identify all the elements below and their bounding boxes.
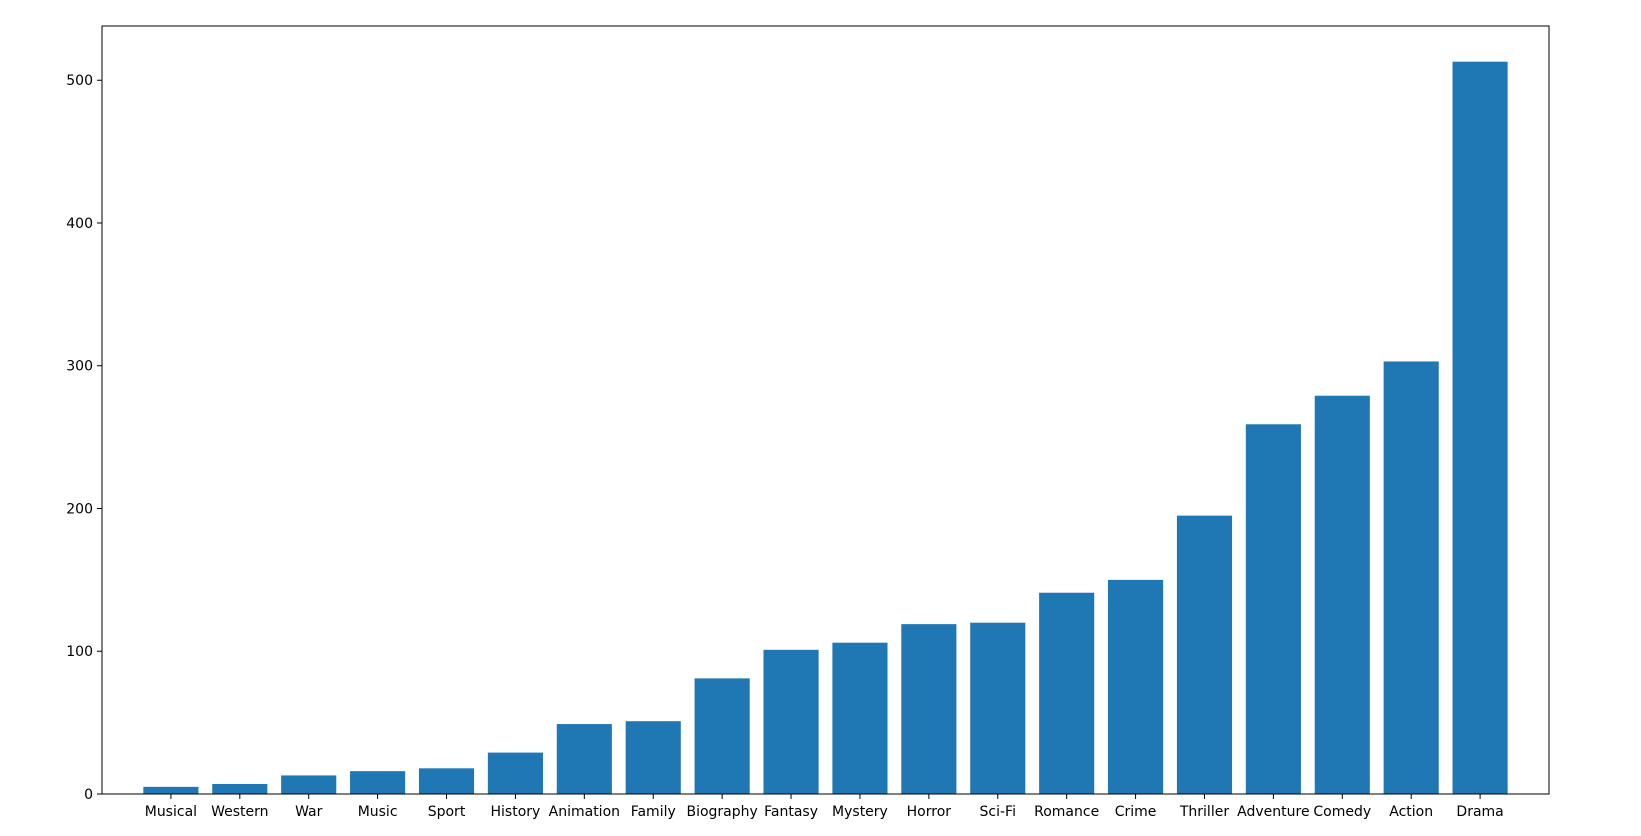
x-tick-label: Fantasy	[764, 804, 818, 820]
bar-thriller	[1176, 515, 1233, 794]
bar-history	[487, 752, 543, 794]
x-tick-label: Drama	[1456, 804, 1503, 820]
bar-war	[281, 775, 337, 794]
x-tick-label: History	[491, 804, 541, 820]
y-axis: 0 100 200 300 400 500	[66, 73, 102, 803]
bar-action	[1383, 361, 1439, 794]
bar-crime	[1108, 579, 1164, 794]
y-tick-label: 300	[66, 359, 93, 375]
x-tick-label: Music	[358, 804, 398, 820]
bar-sci-fi	[970, 622, 1026, 794]
bar-musical	[143, 786, 199, 794]
bar-adventure	[1245, 424, 1301, 794]
x-tick-label: Sport	[428, 804, 466, 820]
y-tick-label: 500	[66, 73, 93, 89]
bar-family	[625, 721, 681, 794]
x-tick-label: Horror	[907, 804, 952, 820]
bar-animation	[556, 724, 612, 794]
bar-fantasy	[763, 649, 819, 794]
y-tick-label: 100	[66, 644, 93, 660]
x-tick-label: Animation	[549, 804, 620, 820]
bar-romance	[1039, 592, 1095, 794]
bar-western	[212, 784, 268, 794]
bar-mystery	[832, 642, 888, 794]
x-tick-label: Mystery	[832, 804, 888, 820]
bar-drama	[1452, 61, 1508, 794]
y-tick-label: 400	[66, 216, 93, 232]
x-tick-label: Musical	[145, 804, 197, 820]
plot-frame	[101, 25, 1550, 795]
x-tick-label: Crime	[1115, 804, 1157, 820]
x-axis: Musical Western War Music Sport History Animat…	[145, 794, 1504, 820]
bar-horror	[901, 624, 957, 794]
y-tick-label: 0	[84, 787, 93, 803]
x-tick-label: Comedy	[1313, 804, 1371, 820]
x-tick-label: Biography	[686, 804, 757, 820]
bar-comedy	[1314, 395, 1370, 794]
x-tick-label: Romance	[1034, 804, 1099, 820]
bar-music	[350, 771, 406, 794]
bars-group	[143, 61, 1508, 794]
bar-biography	[694, 678, 750, 794]
x-tick-label: Western	[211, 804, 268, 820]
x-tick-label: Thriller	[1179, 804, 1229, 820]
bar-sport	[418, 768, 475, 794]
x-tick-label: Action	[1389, 804, 1433, 820]
x-tick-label: Sci-Fi	[980, 804, 1016, 820]
x-tick-label: Family	[631, 804, 676, 820]
x-tick-label: Adventure	[1237, 804, 1309, 820]
x-tick-label: War	[295, 804, 323, 820]
y-tick-label: 200	[66, 501, 93, 517]
